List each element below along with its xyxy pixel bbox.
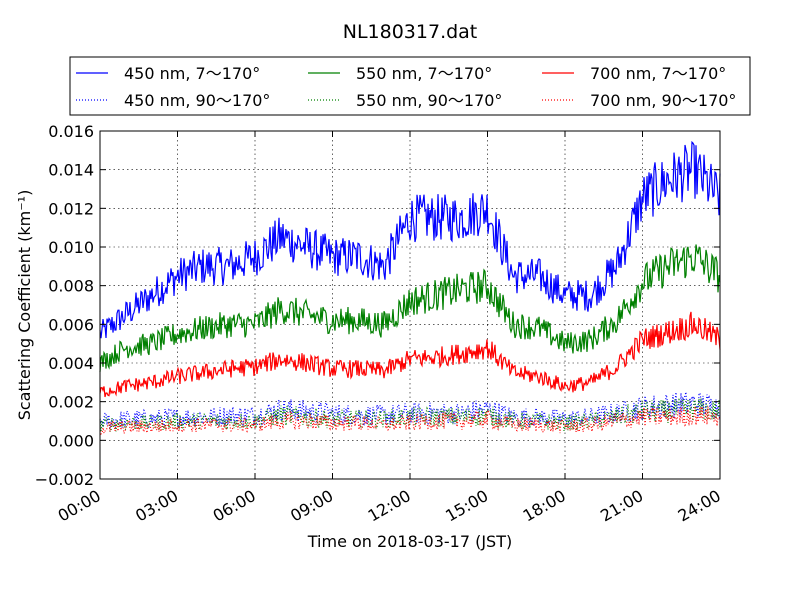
y-tick-label: 0.014 xyxy=(48,161,94,180)
series-line-5 xyxy=(99,406,721,436)
legend-label: 450 nm, 90～170° xyxy=(124,91,270,110)
legend-frame xyxy=(69,56,751,116)
y-tick-label: −0.002 xyxy=(35,470,94,489)
x-tick-label: 18:00 xyxy=(520,486,569,526)
x-tick-label: 00:00 xyxy=(55,486,104,526)
series-line-2 xyxy=(99,244,721,373)
y-tick-label: 0.008 xyxy=(48,277,94,296)
x-axis-label: Time on 2018-03-17 (JST) xyxy=(307,532,512,551)
x-tick-label: 06:00 xyxy=(210,486,259,526)
y-tick-label: 0.016 xyxy=(48,122,94,141)
x-tick-label: 15:00 xyxy=(442,486,491,526)
x-tick-label: 09:00 xyxy=(287,486,336,526)
chart-title: NL180317.dat xyxy=(343,21,478,43)
x-tick-label: 24:00 xyxy=(675,486,724,526)
legend-label: 550 nm, 90～170° xyxy=(356,91,502,110)
legend-label: 550 nm, 7～170° xyxy=(356,64,492,83)
legend-label: 450 nm, 7～170° xyxy=(124,64,260,83)
ticks: 00:00 03:00 06:00 09:00 12:00 15:00 18:00 21:00… xyxy=(35,122,724,526)
x-tick-label: 21:00 xyxy=(597,486,646,526)
x-tick-label: 03:00 xyxy=(132,486,181,526)
x-tick-label: 12:00 xyxy=(365,486,414,526)
y-tick-label: 0.006 xyxy=(48,315,94,334)
series-layer xyxy=(99,140,721,436)
y-axis-label: Scattering Coefficient (km⁻¹) xyxy=(15,190,34,421)
legend-label: 700 nm, 7～170° xyxy=(590,64,726,83)
y-tick-label: 0.002 xyxy=(48,393,94,412)
y-tick-label: 0.012 xyxy=(48,199,94,218)
y-tick-label: 0.004 xyxy=(48,354,94,373)
legend-label: 700 nm, 90～170° xyxy=(590,91,736,110)
y-tick-label: 0.010 xyxy=(48,238,94,257)
series-line-0 xyxy=(99,140,721,339)
series-line-4 xyxy=(99,311,721,398)
y-tick-label: 0.000 xyxy=(48,431,94,450)
legend: 450 nm, 7～170° 450 nm, 90～170° 550 nm, 7～1… xyxy=(69,56,751,116)
